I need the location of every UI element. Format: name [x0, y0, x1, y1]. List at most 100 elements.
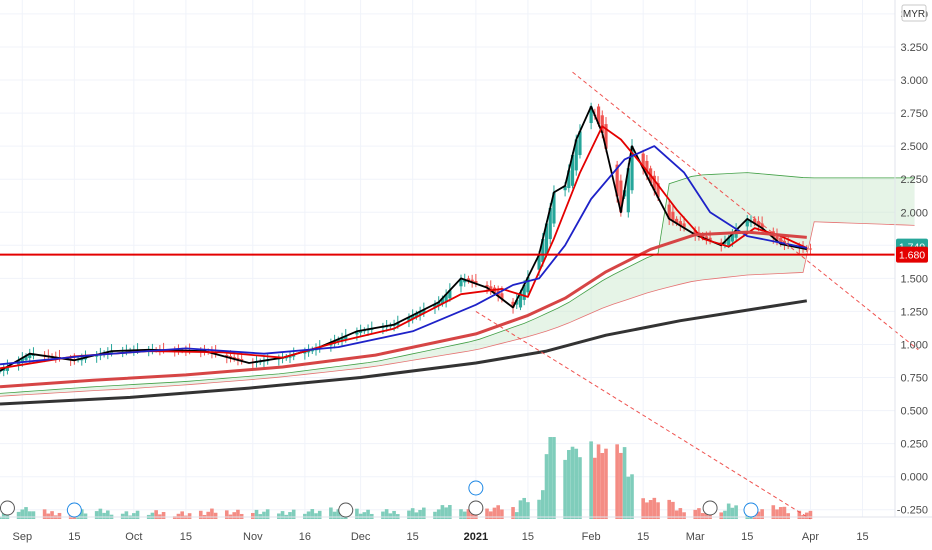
volume-bar	[239, 513, 244, 519]
volume-bar	[224, 510, 229, 519]
volume-bar	[466, 509, 471, 519]
volume-bar	[604, 448, 608, 519]
candle-body	[24, 355, 28, 361]
candle-body	[708, 237, 712, 241]
candle-body	[470, 279, 474, 283]
volume-bar	[678, 508, 683, 519]
volume-bar	[540, 490, 545, 519]
candle-body	[459, 278, 463, 287]
candle-body	[570, 154, 575, 186]
volume-bar	[641, 498, 645, 519]
candle-body	[727, 237, 731, 246]
time-tick-label: Apr	[802, 531, 819, 543]
volume-bar	[213, 512, 218, 519]
volume-bar	[384, 509, 389, 519]
price-tick-label: 2.250	[900, 174, 928, 186]
volume-bar	[778, 507, 783, 519]
volume-bar	[232, 512, 237, 519]
candle-body	[448, 290, 452, 299]
volume-bar	[306, 511, 311, 519]
time-tick-label: 15	[741, 531, 753, 543]
volume-bar	[106, 510, 110, 519]
time-tick-label: 15	[68, 531, 80, 543]
event-marker-icon	[338, 502, 354, 518]
event-marker-icon	[0, 500, 15, 516]
volume-bar	[488, 511, 493, 519]
candle-body	[578, 131, 582, 155]
time-tick-label: Mar	[686, 531, 705, 543]
event-marker-icon	[468, 500, 484, 516]
volume-bar	[329, 507, 333, 519]
volume-bar	[567, 450, 571, 519]
volume-bar	[210, 508, 214, 519]
event-marker-icon	[468, 480, 484, 496]
candle-body	[292, 354, 296, 357]
volume-bar	[369, 513, 374, 519]
volume-bar	[135, 510, 140, 519]
cloud-fill	[0, 172, 915, 397]
candle-body	[240, 359, 244, 362]
volume-bar	[723, 510, 727, 519]
volume-bar	[518, 500, 523, 519]
candle-body	[522, 284, 526, 300]
candle-body	[678, 221, 682, 226]
ma-blue-line	[0, 145, 807, 366]
candle-body	[466, 278, 471, 282]
event-marker-icon	[702, 500, 718, 516]
candle-body	[437, 302, 441, 306]
volume-bars	[0, 437, 813, 519]
volume-bar	[589, 441, 593, 519]
time-axis[interactable]: Sep 15 Oct 15 Nov 16 Dec 15 2021 15 Feb 15 Mar 15 Apr 1…	[0, 516, 932, 543]
volume-bar	[57, 512, 62, 519]
volume-bar	[198, 510, 203, 519]
volume-bar	[630, 474, 634, 519]
volume-bar	[1, 512, 6, 519]
volume-bar	[470, 513, 474, 519]
volume-bar	[704, 510, 709, 519]
volume-bar	[418, 509, 422, 519]
candle-body	[753, 218, 757, 224]
time-tick-label: 16	[299, 531, 311, 543]
candle-body	[544, 223, 549, 255]
cloud-span-b	[0, 221, 915, 397]
candle-body	[463, 279, 467, 283]
time-tick-label: Feb	[582, 531, 601, 543]
candle-body	[500, 293, 504, 299]
candle-body	[619, 180, 623, 213]
event-markers[interactable]	[0, 480, 759, 518]
volume-bar	[314, 513, 318, 519]
volume-bar	[422, 507, 426, 519]
candle-body	[652, 175, 656, 191]
horizontal-level-tag-text: 1.680	[899, 250, 925, 262]
candle-body	[701, 234, 705, 238]
price-tick-label: 1.250	[900, 306, 928, 318]
upper-downtrend-line	[572, 71, 919, 351]
candle-body	[779, 237, 783, 244]
price-tick-label: 1.000	[900, 339, 928, 351]
volume-bar	[336, 509, 341, 519]
time-tick-label: 2021	[464, 531, 488, 543]
time-tick-label: 15	[856, 531, 868, 543]
candle-body	[626, 168, 630, 213]
volume-bar	[682, 512, 686, 519]
volume-bar	[596, 444, 601, 519]
volume-bar	[544, 454, 549, 519]
volume-bar	[648, 500, 653, 519]
volume-bar	[485, 508, 489, 519]
volume-bar	[362, 512, 367, 519]
volume-bar	[492, 507, 497, 519]
candle-body	[236, 358, 240, 361]
ma-red-short-line	[0, 125, 808, 370]
candle-body	[440, 298, 445, 305]
price-tags: 1.7401.680	[896, 238, 928, 263]
volume-bar	[563, 459, 567, 519]
candle-body	[225, 355, 229, 358]
volume-bar	[172, 516, 177, 519]
candle-body	[418, 311, 422, 316]
price-axis[interactable]: 3.5003.2503.0002.7502.5002.2502.0001.750…	[894, 0, 928, 517]
price-tick-label: 3.000	[900, 75, 928, 87]
volume-bar	[407, 510, 411, 519]
volume-bar	[622, 447, 627, 519]
volume-bar	[514, 512, 519, 519]
